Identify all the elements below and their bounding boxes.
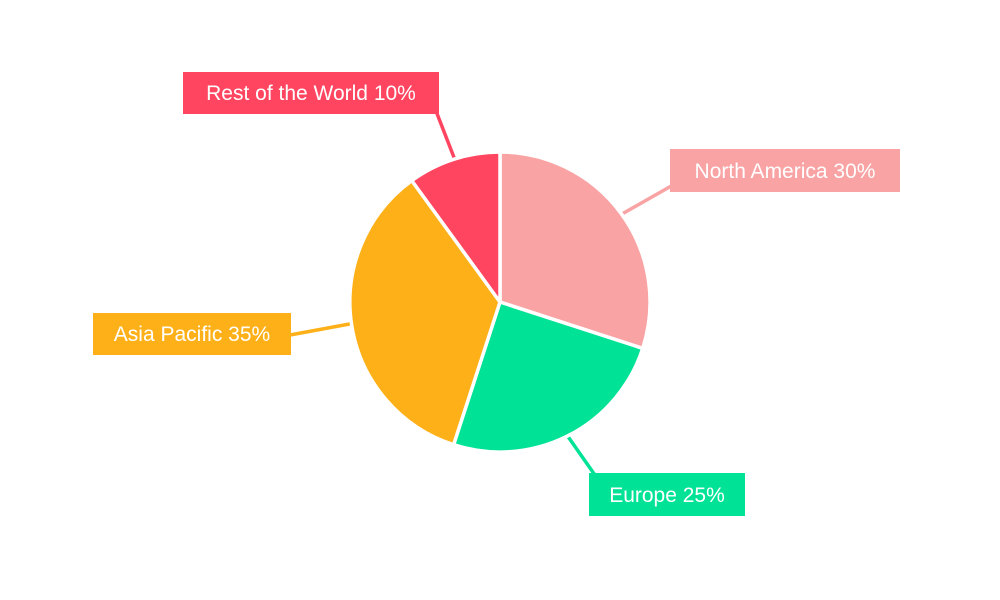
leader-line-north-america [614, 179, 681, 220]
label-europe-text: Europe 25% [609, 484, 725, 507]
label-rest-of-world: Rest of the World 10% [183, 72, 439, 114]
label-europe: Europe 25% [589, 473, 745, 516]
label-rest-of-world-text: Rest of the World 10% [206, 82, 416, 105]
label-north-america: North America 30% [670, 149, 900, 192]
pie-slice-rest-of-world[interactable] [410, 150, 502, 304]
label-asia-pacific-box [93, 313, 291, 355]
label-north-america-text: North America 30% [695, 160, 876, 183]
label-europe-box [589, 473, 745, 516]
label-asia-pacific-text: Asia Pacific 35% [114, 323, 270, 346]
pie-slice-asia-pacific[interactable] [348, 178, 502, 447]
leader-line-rest-of-world [434, 110, 457, 161]
pie-slice-europe[interactable] [451, 300, 645, 454]
pie-slice-north-america[interactable] [498, 150, 652, 351]
leader-line-asia-pacific [289, 321, 356, 337]
label-rest-of-world-box [183, 72, 439, 114]
label-north-america-box [670, 149, 900, 192]
label-asia-pacific: Asia Pacific 35% [93, 313, 291, 355]
